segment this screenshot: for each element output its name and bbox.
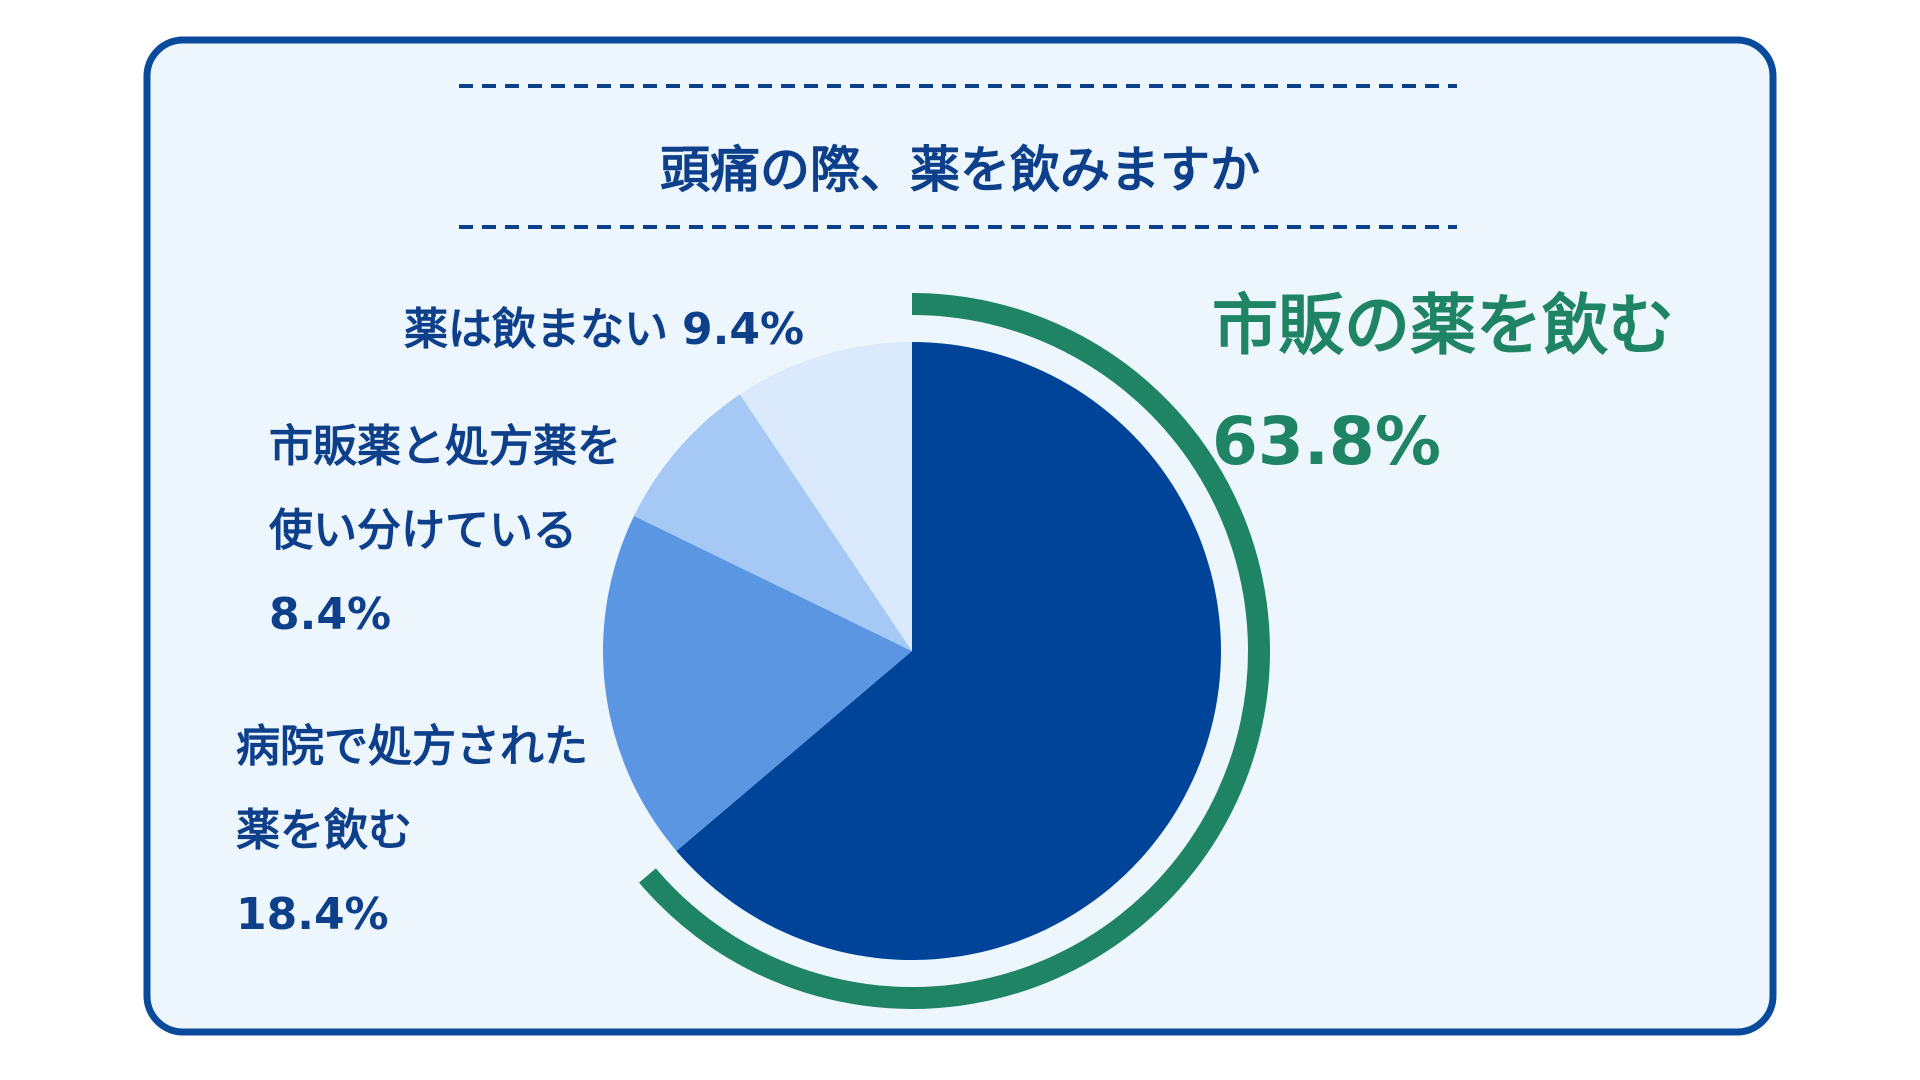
pie	[603, 293, 1270, 1009]
chart-title: 頭痛の際、薬を飲みますか	[660, 141, 1260, 199]
category-label: 薬は飲まない	[404, 304, 668, 355]
slice-label: 薬は飲まない 9.4%	[404, 288, 924, 372]
value-label: 9.4%	[682, 304, 805, 355]
category-label: 市販薬と処方薬を使い分けている	[269, 421, 621, 556]
pie-slice	[739, 342, 912, 651]
value-label: 18.4%	[236, 889, 389, 940]
pie-slice	[634, 394, 912, 651]
pie-slice	[676, 342, 1222, 960]
category-label: 病院で処方された薬を飲む	[236, 721, 588, 856]
highlight-arc	[639, 293, 1270, 1009]
category-label: 市販の薬を飲む	[1212, 287, 1674, 364]
pie-slice	[603, 515, 912, 851]
slice-label: 市販薬と処方薬を使い分けている 8.4%	[269, 405, 629, 657]
value-label: 8.4%	[269, 589, 392, 640]
value-label: 63.8%	[1212, 403, 1441, 480]
slice-label: 市販の薬を飲む 63.8%	[1212, 268, 1812, 500]
slice-label: 病院で処方された薬を飲む 18.4%	[236, 705, 596, 957]
